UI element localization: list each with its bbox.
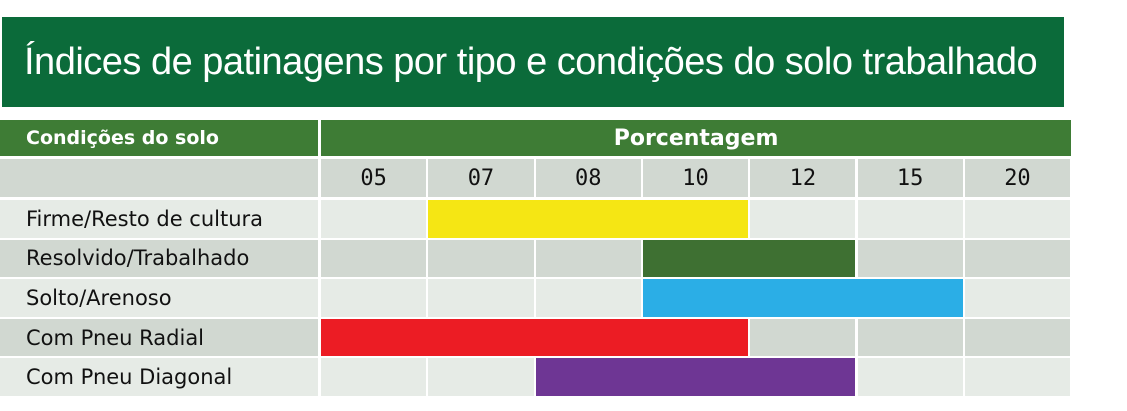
grid-cell	[428, 239, 534, 278]
row-label: Com Pneu Radial	[0, 318, 318, 357]
grid-cell	[321, 239, 427, 278]
x-tick-label: 10	[642, 159, 749, 197]
grid-cell	[964, 200, 1071, 238]
tick-row-label-cell	[0, 159, 318, 197]
grid-cell	[964, 279, 1071, 317]
range-bar	[428, 200, 749, 238]
grid-cell	[857, 200, 963, 238]
grid-cell	[428, 279, 534, 317]
x-tick-label: 08	[535, 159, 641, 197]
row-label: Com Pneu Diagonal	[0, 358, 318, 396]
grid-cell	[321, 200, 427, 238]
range-bar	[642, 279, 963, 317]
grid-cell	[964, 239, 1071, 278]
x-tick-label: 12	[750, 159, 856, 197]
grid-cell	[750, 200, 856, 238]
grid-cell	[321, 279, 427, 317]
grid-cell	[964, 318, 1071, 357]
x-tick-label: 07	[428, 159, 534, 197]
range-bar	[535, 358, 856, 396]
x-tick-label: 05	[321, 159, 427, 197]
x-tick-label: 15	[857, 159, 963, 197]
row-label: Solto/Arenoso	[0, 279, 318, 317]
grid-cell	[857, 239, 963, 278]
grid-cell	[857, 358, 963, 396]
grid-cell	[535, 239, 641, 278]
row-label: Firme/Resto de cultura	[0, 200, 318, 238]
row-label: Resolvido/Trabalhado	[0, 239, 318, 278]
range-bar	[321, 318, 749, 357]
chart-title: Índices de patinagens por tipo e condiçõ…	[2, 17, 1064, 107]
x-tick-label: 20	[964, 159, 1071, 197]
conditions-header: Condições do solo	[0, 120, 318, 156]
grid-cell	[857, 318, 963, 357]
grid-cell	[535, 279, 641, 317]
grid-cell	[428, 358, 534, 396]
percentage-header: Porcentagem	[321, 120, 1072, 156]
grid-cell	[750, 318, 856, 357]
grid-cell	[964, 358, 1071, 396]
grid-cell	[321, 358, 427, 396]
range-bar	[642, 239, 856, 278]
